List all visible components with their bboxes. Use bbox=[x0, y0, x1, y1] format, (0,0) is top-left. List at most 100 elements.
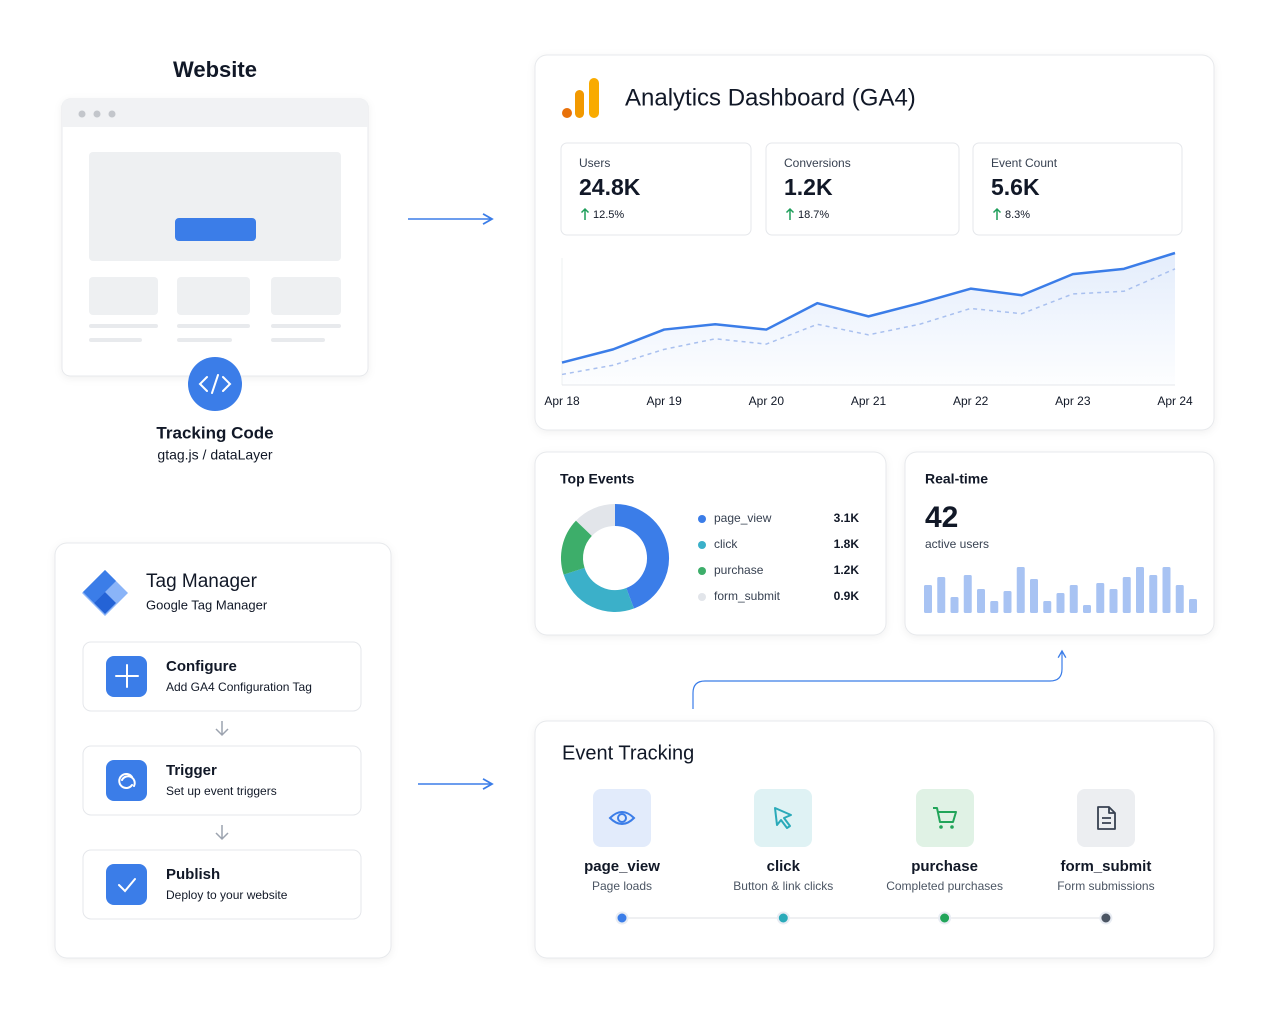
step-icon bbox=[106, 864, 147, 905]
legend-value: 1.2K bbox=[834, 563, 860, 577]
metric-label: Event Count bbox=[991, 156, 1058, 170]
step-glyph bbox=[118, 878, 136, 893]
step-title: Publish bbox=[166, 866, 220, 883]
legend-label: purchase bbox=[714, 563, 764, 577]
metric-value: 1.2K bbox=[784, 174, 833, 200]
metric-label: Users bbox=[579, 156, 610, 170]
x-tick-label: Apr 18 bbox=[544, 394, 580, 408]
x-tick-label: Apr 19 bbox=[646, 394, 682, 408]
event-name: purchase bbox=[911, 858, 978, 875]
legend-dot bbox=[698, 541, 706, 549]
step-title: Trigger bbox=[166, 762, 217, 779]
trend-icon bbox=[992, 207, 1002, 220]
line bbox=[561, 251, 1176, 364]
donut-slice bbox=[614, 504, 669, 609]
bar bbox=[1043, 601, 1052, 613]
donut-slice bbox=[575, 504, 616, 537]
bar bbox=[937, 577, 946, 613]
realtime-value: 42 bbox=[925, 501, 958, 534]
step-glyph bbox=[115, 664, 139, 688]
bar bbox=[1136, 567, 1144, 613]
bar bbox=[1162, 567, 1171, 613]
realtime-caption: active users bbox=[925, 537, 989, 551]
bar bbox=[924, 585, 932, 613]
dashboard-title: Analytics Dashboard (GA4) bbox=[625, 84, 916, 111]
tracking-code-subtitle: gtag.js / dataLayer bbox=[157, 447, 273, 463]
connector bbox=[692, 649, 1067, 709]
donut-slice bbox=[561, 520, 593, 575]
legend-label: click bbox=[714, 537, 738, 551]
bar bbox=[1189, 599, 1197, 613]
bar bbox=[1096, 583, 1105, 613]
metric-label: Conversions bbox=[784, 156, 851, 170]
legend-dot bbox=[698, 593, 706, 601]
bar bbox=[1122, 577, 1131, 613]
x-tick-label: Apr 20 bbox=[749, 394, 785, 408]
tracking-code-title: Tracking Code bbox=[156, 423, 273, 442]
top-events-title: Top Events bbox=[560, 471, 635, 487]
event-tracking-title: Event Tracking bbox=[562, 742, 694, 764]
legend-dot bbox=[698, 567, 706, 575]
bar bbox=[977, 589, 985, 613]
event-name: click bbox=[767, 858, 801, 875]
bar bbox=[1109, 589, 1118, 613]
legend-label: page_view bbox=[714, 511, 772, 525]
metric-change: 8.3% bbox=[1005, 209, 1030, 221]
step-description: Add GA4 Configuration Tag bbox=[166, 680, 312, 694]
bar bbox=[950, 597, 959, 613]
event-description: Completed purchases bbox=[886, 879, 1003, 893]
metric-change: 18.7% bbox=[798, 209, 829, 221]
step-description: Deploy to your website bbox=[166, 888, 288, 902]
timeline-dot bbox=[938, 911, 952, 925]
metric-card bbox=[765, 142, 960, 236]
metric-value: 5.6K bbox=[991, 174, 1040, 200]
metric-card bbox=[972, 142, 1183, 236]
legend-value: 0.9K bbox=[834, 589, 860, 603]
step-icon bbox=[106, 760, 147, 801]
legend-dot bbox=[698, 515, 706, 523]
bar bbox=[1083, 605, 1091, 613]
ga-logo bbox=[562, 78, 599, 118]
step-card bbox=[82, 641, 362, 712]
metric-card bbox=[560, 142, 752, 236]
legend-value: 1.8K bbox=[834, 537, 860, 551]
x-tick-label: Apr 22 bbox=[953, 394, 989, 408]
step-card bbox=[82, 745, 362, 816]
legend-value: 3.1K bbox=[834, 511, 860, 525]
timeline-dot bbox=[615, 911, 629, 925]
browser-mockup bbox=[61, 98, 369, 377]
legend-label: form_submit bbox=[714, 589, 781, 603]
metric-change: 12.5% bbox=[593, 209, 624, 221]
bar bbox=[1069, 585, 1078, 613]
website-title: Website bbox=[173, 57, 257, 82]
event-description: Form submissions bbox=[1057, 879, 1154, 893]
line bbox=[561, 268, 1176, 376]
metric-value: 24.8K bbox=[579, 174, 641, 200]
bar bbox=[990, 601, 999, 613]
bar bbox=[1003, 591, 1012, 613]
area bbox=[562, 253, 1175, 385]
bar bbox=[1030, 579, 1038, 613]
event-description: Button & link clicks bbox=[733, 879, 833, 893]
event-tracking-card bbox=[534, 720, 1215, 959]
realtime-title: Real-time bbox=[925, 471, 988, 487]
event-description: Page loads bbox=[592, 879, 652, 893]
bar bbox=[1149, 575, 1158, 613]
x-tick-label: Apr 24 bbox=[1157, 394, 1193, 408]
step-title: Configure bbox=[166, 658, 237, 675]
bar bbox=[1056, 593, 1065, 613]
event-name: form_submit bbox=[1060, 858, 1151, 875]
step-card bbox=[82, 849, 362, 920]
step-arrows bbox=[215, 721, 229, 841]
bar bbox=[1016, 567, 1025, 613]
trend-icon bbox=[785, 207, 795, 220]
bar bbox=[1175, 585, 1184, 613]
x-tick-label: Apr 21 bbox=[851, 394, 887, 408]
bar bbox=[963, 575, 972, 613]
step-glyph bbox=[118, 773, 136, 789]
tag-manager-subtitle: Google Tag Manager bbox=[146, 597, 268, 612]
timeline-dot bbox=[1099, 911, 1113, 925]
tag-manager-title: Tag Manager bbox=[146, 571, 258, 592]
donut-slice bbox=[563, 567, 634, 612]
